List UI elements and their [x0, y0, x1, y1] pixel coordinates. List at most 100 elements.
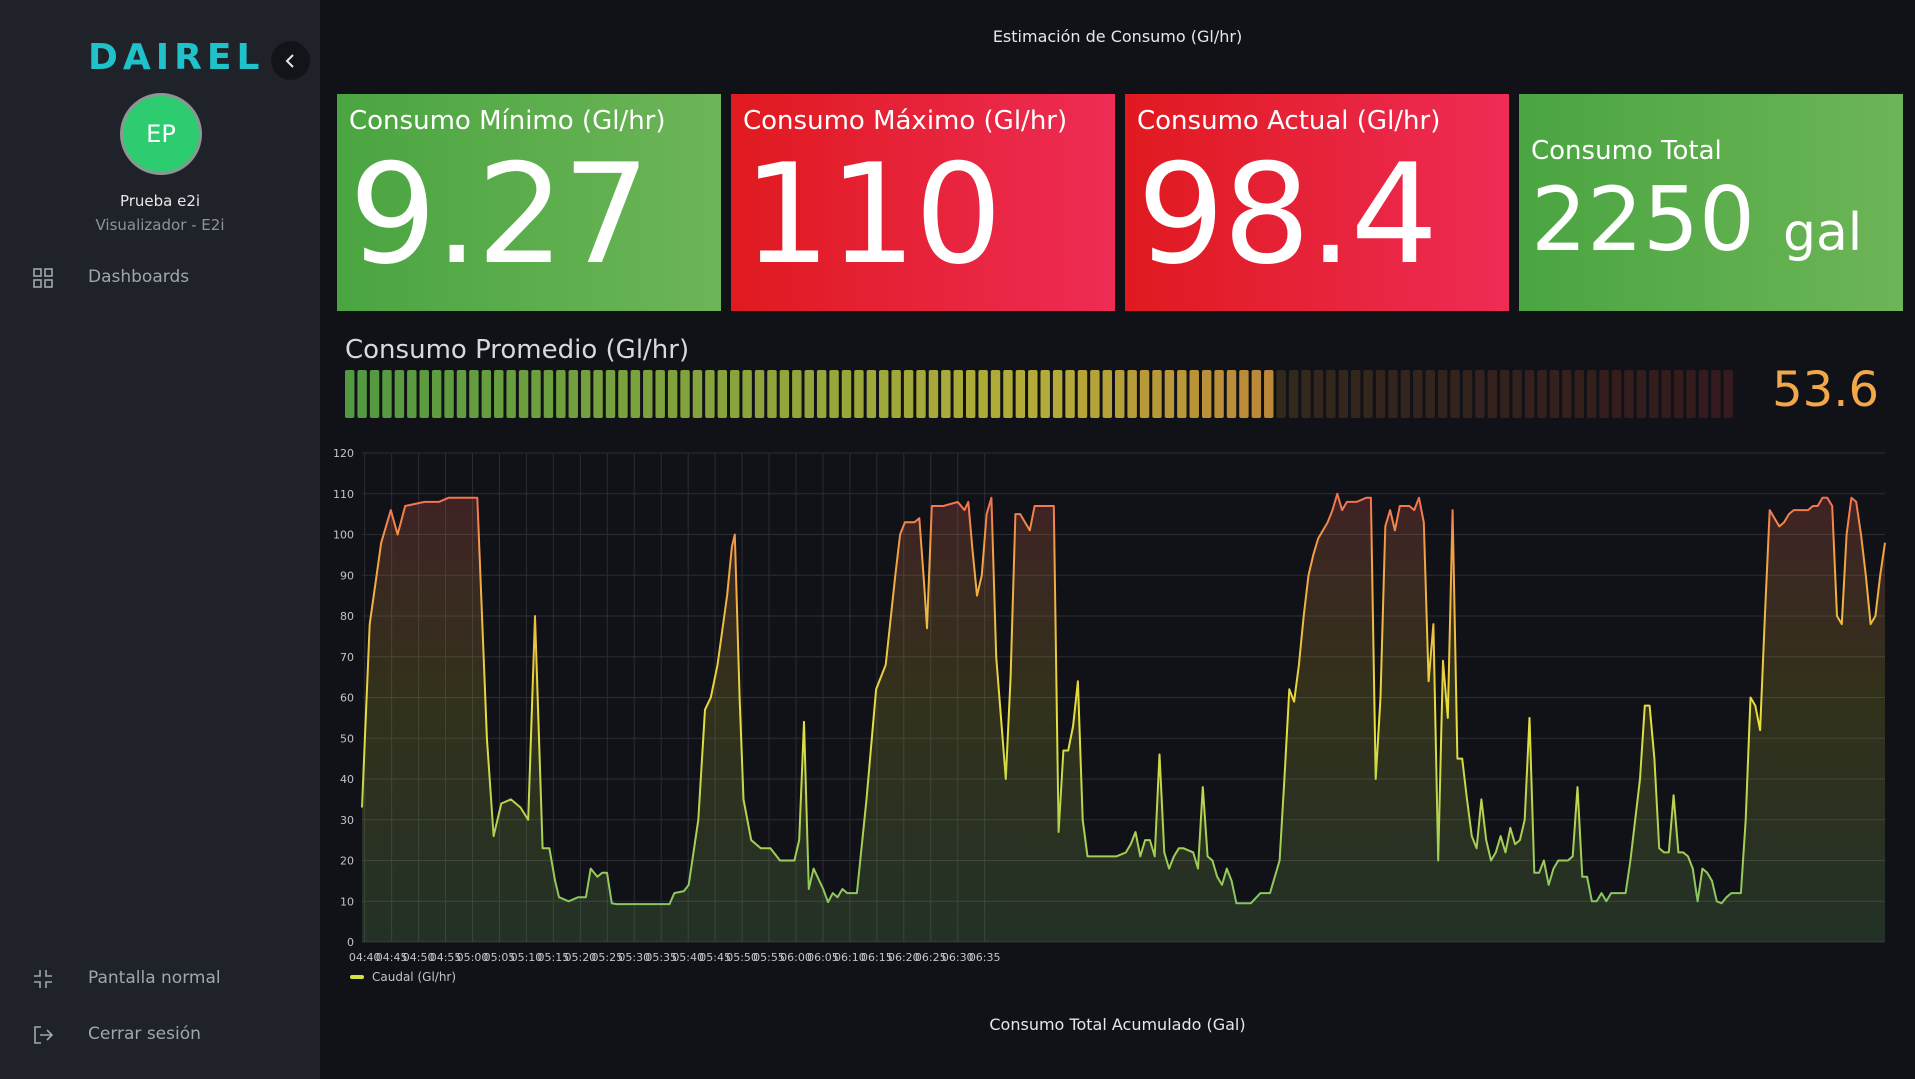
gauge-cell-filled: [630, 370, 641, 418]
x-tick-label: 06:35: [969, 951, 1001, 964]
gauge-cell-empty: [1475, 370, 1485, 418]
gauge-cell-empty: [1425, 370, 1435, 418]
gauge-cell-filled: [941, 370, 951, 418]
gauge-cell-empty: [1375, 370, 1386, 418]
x-tick-label: 06:25: [915, 951, 947, 964]
sidebar-item-pantalla-normal[interactable]: Pantalla normal: [0, 958, 320, 998]
gauge-cell-filled: [444, 370, 454, 418]
gauge-cell-empty: [1537, 370, 1547, 418]
gauge-cell-filled: [903, 370, 914, 418]
gauge-cell-empty: [1487, 370, 1498, 418]
gauge-cell-filled: [829, 370, 839, 418]
sidebar-item-cerrar-sesion[interactable]: Cerrar sesión: [0, 1014, 320, 1054]
gauge-cell-filled: [680, 370, 690, 418]
stat-title: Consumo Actual (Gl/hr): [1137, 106, 1441, 136]
gauge-cell-filled: [1189, 370, 1199, 418]
stat-consumo-total: Consumo Total 2250 gal: [1519, 94, 1903, 311]
gauge-cell-filled: [419, 370, 429, 418]
gauge-cell-empty: [1661, 370, 1671, 418]
x-tick-label: 05:10: [511, 951, 543, 964]
gauge-cell-filled: [891, 370, 901, 418]
gauge-cell-filled: [816, 370, 827, 418]
gauge-cell-filled: [394, 370, 405, 418]
gauge-cell-empty: [1338, 370, 1348, 418]
x-tick-label: 05:05: [484, 951, 516, 964]
gauge-cell-filled: [1152, 370, 1162, 418]
gauge-cell-filled: [1139, 370, 1150, 418]
gauge-cell-empty: [1562, 370, 1572, 418]
y-tick-label: 120: [333, 447, 354, 460]
gauge-cell-filled: [742, 370, 752, 418]
x-tick-label: 05:00: [457, 951, 489, 964]
gauge-cell-filled: [469, 370, 479, 418]
y-tick-label: 10: [340, 895, 354, 908]
gauge-cell-empty: [1649, 370, 1659, 418]
gauge-cell-filled: [1201, 370, 1212, 418]
gauge-cell-empty: [1350, 370, 1361, 418]
x-tick-label: 05:20: [564, 951, 596, 964]
gauge-cell-filled: [357, 370, 367, 418]
x-tick-label: 05:30: [618, 951, 650, 964]
gauge-cell-filled: [1115, 370, 1125, 418]
x-tick-label: 05:25: [591, 951, 623, 964]
gauge-cell-filled: [543, 370, 554, 418]
gauge-cell-filled: [568, 370, 578, 418]
stat-consumo-maximo: Consumo Máximo (Gl/hr) 110: [731, 94, 1115, 311]
sidebar-item-dashboards[interactable]: Dashboards: [0, 257, 320, 297]
stat-value: 98.4: [1137, 134, 1438, 295]
gauge-cell-filled: [978, 370, 988, 418]
gauge-cell-filled: [369, 370, 380, 418]
logout-icon: [34, 1026, 54, 1044]
gauge-cell-filled: [506, 370, 516, 418]
gauge-cell-empty: [1636, 370, 1647, 418]
legend-label: Caudal (Gl/hr): [372, 970, 457, 984]
stat-title: Consumo Total: [1531, 136, 1722, 166]
x-tick-label: 05:55: [753, 951, 785, 964]
y-tick-label: 70: [340, 651, 354, 664]
sidebar-item-label: Pantalla normal: [88, 968, 221, 988]
gauge-cell-empty: [1574, 370, 1584, 418]
dairel-logo: DAIREL: [88, 37, 265, 78]
gauge-cell-filled: [382, 370, 392, 418]
y-tick-label: 40: [340, 773, 354, 786]
gauge-cell-empty: [1723, 370, 1733, 418]
gauge-cell-empty: [1711, 370, 1721, 418]
user-name: Prueba e2i: [119, 192, 201, 210]
collapse-sidebar-button[interactable]: [271, 41, 310, 80]
gauge-cell-filled: [990, 370, 1001, 418]
gauge-cell-filled: [407, 370, 417, 418]
gauge-cell-filled: [1065, 370, 1075, 418]
gauge-cell-filled: [1251, 370, 1262, 418]
gauge-cell-filled: [754, 370, 765, 418]
x-tick-label: 04:40: [349, 951, 381, 964]
gauge-cell-filled: [345, 370, 355, 418]
gauge-cell-empty: [1462, 370, 1473, 418]
gauge-value: 53.6: [1772, 362, 1879, 418]
consumption-chart: 010203040506070809010011012004:4004:4504…: [333, 447, 1886, 964]
gauge-cell-empty: [1673, 370, 1684, 418]
gauge-cell-empty: [1549, 370, 1560, 418]
sidebar-item-label: Dashboards: [88, 267, 190, 287]
gauge-cell-filled: [556, 370, 566, 418]
exit-fullscreen-icon: [34, 970, 52, 988]
user-role: Visualizador - E2i: [95, 216, 225, 234]
gauge-cell-filled: [1264, 370, 1274, 418]
x-tick-label: 04:55: [430, 951, 462, 964]
gauge-cell-empty: [1413, 370, 1423, 418]
gauge-cell-filled: [717, 370, 728, 418]
gauge-cell-filled: [655, 370, 665, 418]
gauge-cell-filled: [779, 370, 790, 418]
chart-legend[interactable]: Caudal (Gl/hr): [350, 970, 456, 984]
x-tick-label: 04:45: [376, 951, 408, 964]
gauge-cell-empty: [1450, 370, 1460, 418]
gauge-cell-filled: [605, 370, 616, 418]
gauge-cell-filled: [1102, 370, 1113, 418]
gauge-cell-filled: [965, 370, 976, 418]
stat-value: 2250: [1531, 168, 1755, 271]
gauge-cell-empty: [1512, 370, 1522, 418]
gauge-cell-filled: [767, 370, 777, 418]
gauge-cell-empty: [1276, 370, 1286, 418]
gauge-cell-filled: [1077, 370, 1088, 418]
gauge-cell-filled: [792, 370, 802, 418]
gauge-cell-filled: [667, 370, 678, 418]
